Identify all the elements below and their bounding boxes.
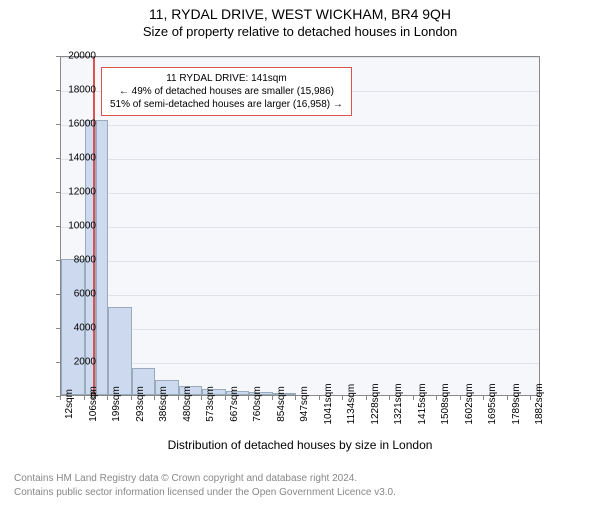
- x-tick-label: 386sqm: [158, 386, 169, 422]
- y-tick-label: 4000: [74, 323, 96, 334]
- annotation-box: 11 RYDAL DRIVE: 141sqm ← 49% of detached …: [101, 67, 352, 116]
- x-tick-label: 947sqm: [299, 386, 310, 422]
- footer-line-1: Contains HM Land Registry data © Crown c…: [14, 473, 357, 484]
- y-tick-label: 10000: [68, 221, 96, 232]
- annotation-line3: 51% of semi-detached houses are larger (…: [110, 99, 343, 110]
- x-tick-label: 480sqm: [182, 386, 193, 422]
- x-tick-label: 199sqm: [111, 386, 122, 422]
- footer-line-2: Contains public sector information licen…: [14, 487, 396, 498]
- annotation-line2: ← 49% of detached houses are smaller (15…: [119, 86, 334, 97]
- page-title: 11, RYDAL DRIVE, WEST WICKHAM, BR4 9QH: [0, 6, 600, 22]
- y-tick-label: 6000: [74, 289, 96, 300]
- x-axis-label: Distribution of detached houses by size …: [60, 438, 540, 452]
- annotation-line1: 11 RYDAL DRIVE: 141sqm: [166, 73, 286, 84]
- x-tick-label: 1695sqm: [487, 383, 498, 424]
- histogram-bar: [96, 120, 108, 395]
- x-tick-label: 573sqm: [205, 386, 216, 422]
- y-tick-label: 8000: [74, 255, 96, 266]
- y-tick-label: 14000: [68, 153, 96, 164]
- x-tick-label: 1415sqm: [417, 383, 428, 424]
- x-tick-label: 1789sqm: [511, 383, 522, 424]
- y-tick-label: 16000: [68, 119, 96, 130]
- x-tick-label: 1882sqm: [534, 383, 545, 424]
- page-subtitle: Size of property relative to detached ho…: [0, 24, 600, 39]
- x-tick-label: 1321sqm: [393, 383, 404, 424]
- x-tick-label: 760sqm: [252, 386, 263, 422]
- x-tick-label: 293sqm: [135, 386, 146, 422]
- y-tick-label: 2000: [74, 357, 96, 368]
- y-tick-label: 12000: [68, 187, 96, 198]
- x-tick-label: 1508sqm: [440, 383, 451, 424]
- x-tick-label: 1602sqm: [464, 383, 475, 424]
- x-tick-label: 1041sqm: [323, 383, 334, 424]
- x-tick-label: 1228sqm: [370, 383, 381, 424]
- histogram-bar: [108, 307, 132, 395]
- y-tick-label: 20000: [68, 51, 96, 62]
- chart-container: Number of detached properties 11 RYDAL D…: [60, 56, 580, 436]
- y-tick-label: 18000: [68, 85, 96, 96]
- x-tick-label: 106sqm: [88, 386, 99, 422]
- x-tick-label: 1134sqm: [346, 384, 357, 424]
- x-tick-label: 854sqm: [276, 386, 287, 422]
- plot-area: 11 RYDAL DRIVE: 141sqm ← 49% of detached …: [60, 56, 540, 396]
- x-tick-label: 12sqm: [64, 389, 75, 419]
- x-tick-label: 667sqm: [229, 386, 240, 422]
